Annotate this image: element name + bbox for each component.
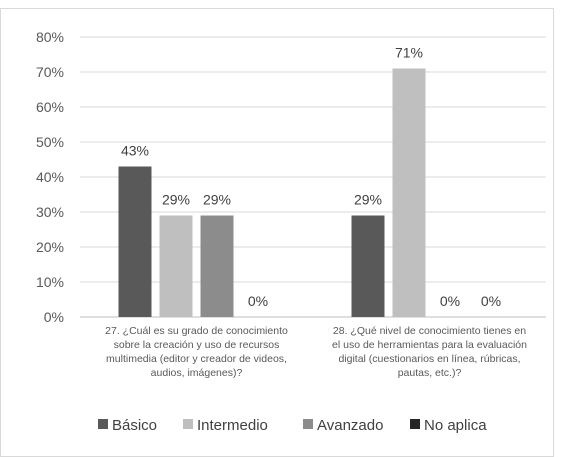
bar [118, 166, 152, 317]
legend-label: No aplica [424, 417, 487, 434]
legend-swatch [303, 419, 313, 429]
data-label: 29% [162, 192, 190, 208]
data-labels: 43% 29% 29% 0% 29% 71% 0% 0% [121, 45, 501, 310]
legend-label: Avanzado [317, 417, 383, 434]
bar [159, 215, 193, 317]
y-tick-label: 0% [44, 309, 64, 325]
category-label: 27. ¿Cuál es su grado de conocimiento sob… [105, 325, 288, 379]
bar [200, 215, 234, 317]
data-label: 29% [354, 192, 382, 208]
data-label: 43% [121, 143, 149, 159]
bar [392, 68, 426, 317]
legend-label: Básico [112, 417, 157, 434]
legend-swatch [410, 419, 420, 429]
gridlines [80, 36, 546, 318]
category-label: 28. ¿Qué nivel de conocimiento tienes en… [332, 325, 527, 379]
chart-area-border [0, 8, 554, 457]
y-axis-tick-labels: 0% 10% 20% 30% 40% 50% 60% 70% 80% [36, 29, 64, 325]
y-tick-label: 80% [36, 29, 64, 45]
data-label: 71% [395, 45, 423, 61]
category-labels: 27. ¿Cuál es su grado de conocimiento sob… [105, 325, 527, 379]
y-tick-label: 70% [36, 64, 64, 80]
data-label: 0% [440, 293, 460, 309]
y-tick-label: 30% [36, 204, 64, 220]
y-tick-label: 20% [36, 239, 64, 255]
data-label: 0% [248, 293, 268, 309]
bar [351, 215, 385, 317]
y-tick-label: 50% [36, 134, 64, 150]
legend-swatch [183, 419, 193, 429]
y-tick-label: 10% [36, 274, 64, 290]
legend-label: Intermedio [197, 417, 268, 434]
legend: Básico Intermedio Avanzado No aplica [98, 417, 487, 434]
data-label: 0% [481, 293, 501, 309]
data-label: 29% [203, 192, 231, 208]
bars [118, 68, 426, 317]
y-tick-label: 40% [36, 169, 64, 185]
legend-swatch [98, 419, 108, 429]
y-tick-label: 60% [36, 99, 64, 115]
